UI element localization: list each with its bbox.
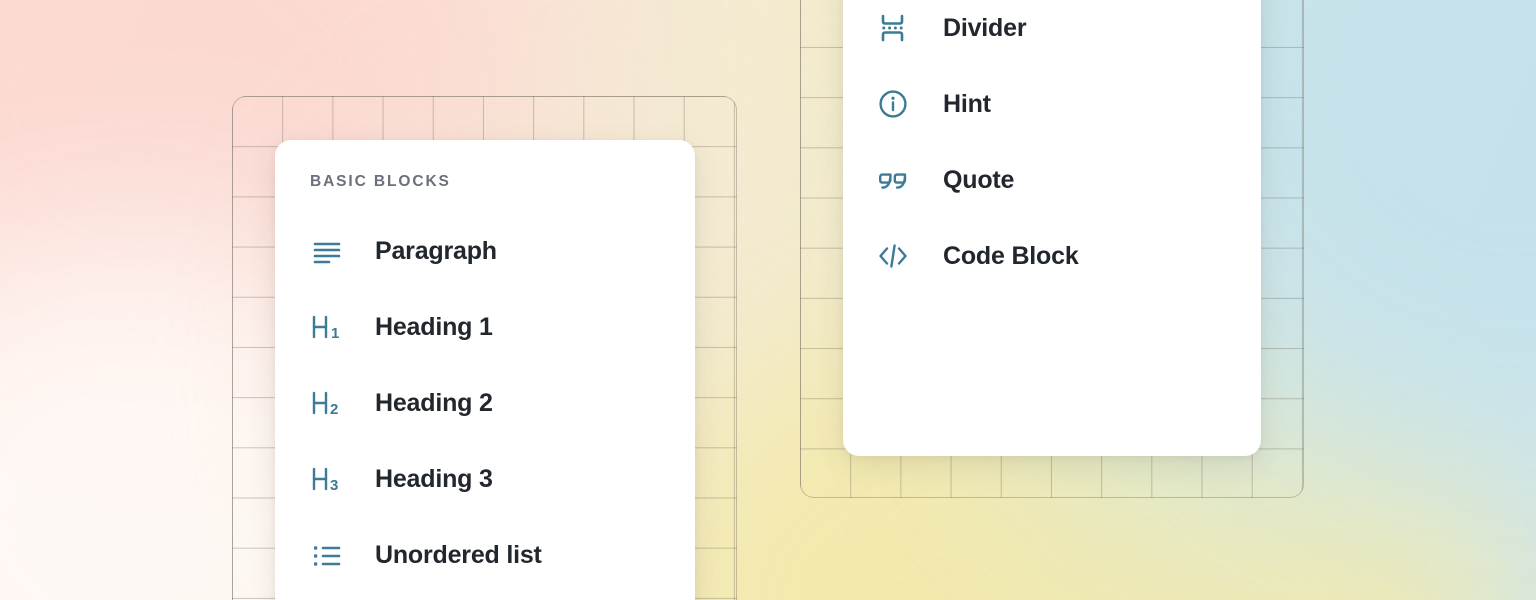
divider-icon	[878, 9, 916, 47]
menu-item-heading-1[interactable]: 1 Heading 1	[275, 290, 695, 366]
menu-item-label: Quote	[943, 165, 1015, 194]
info-circle-icon	[878, 85, 916, 123]
menu-item-label: Unordered list	[375, 541, 542, 569]
menu-item-quote[interactable]: Quote	[843, 142, 1261, 218]
paragraph-lines-icon	[310, 233, 348, 271]
quote-marks-icon	[878, 161, 916, 199]
menu-item-label: Hint	[943, 89, 991, 118]
bulleted-list-icon	[310, 537, 348, 575]
blocks-menu-card-secondary: 1 2 Ordered list Task list	[843, 0, 1261, 456]
menu-item-label: Paragraph	[375, 237, 497, 265]
heading-2-icon: 2	[310, 385, 348, 423]
menu-item-heading-2[interactable]: 2 Heading 2	[275, 366, 695, 442]
menu-item-code-block[interactable]: Code Block	[843, 218, 1261, 294]
heading-1-icon: 1	[310, 309, 348, 347]
heading-3-icon: 3	[310, 461, 348, 499]
menu-item-paragraph[interactable]: Paragraph	[275, 214, 695, 290]
menu-item-unordered-list[interactable]: Unordered list	[275, 518, 695, 594]
basic-blocks-menu-card: BASIC BLOCKS Paragraph	[275, 140, 695, 600]
section-label-basic-blocks: BASIC BLOCKS	[310, 173, 451, 190]
menu-item-label: Heading 2	[375, 389, 493, 417]
svg-text:1: 1	[331, 325, 339, 342]
menu-item-label: Divider	[943, 13, 1027, 42]
svg-text:2: 2	[330, 401, 338, 418]
svg-text:3: 3	[330, 477, 338, 494]
code-angle-brackets-icon	[878, 237, 916, 275]
menu-item-heading-3[interactable]: 3 Heading 3	[275, 442, 695, 518]
menu-item-hint[interactable]: Hint	[843, 66, 1261, 142]
menu-item-divider[interactable]: Divider	[843, 0, 1261, 66]
menu-item-label: Code Block	[943, 241, 1079, 270]
menu-item-label: Heading 1	[375, 313, 493, 341]
menu-item-label: Heading 3	[375, 465, 493, 493]
